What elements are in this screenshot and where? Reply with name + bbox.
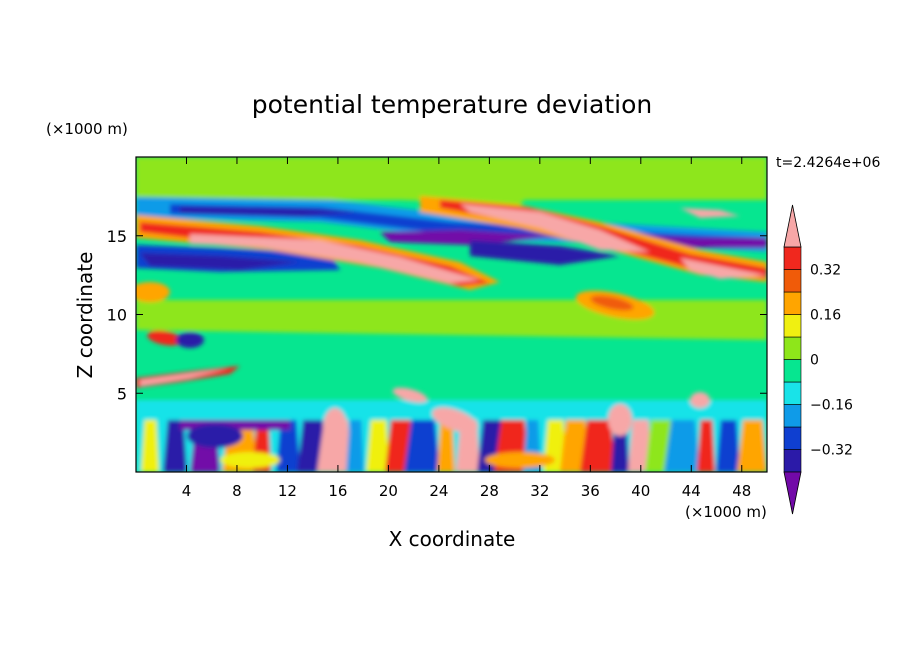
x-tick-label: 20 [379,482,398,500]
x-axis-label: X coordinate [389,527,516,551]
contour-low-orange [485,452,555,468]
colorbar-tick-label: 0.16 [810,308,841,324]
contour-column [580,420,616,472]
x-tick-label: 16 [328,482,347,500]
y-tick-label: 15 [107,227,127,246]
contour-column [404,420,440,472]
colorbar-segment [783,449,802,473]
colorbar-segment [783,314,802,338]
x-tick-label: 48 [732,482,751,500]
x-tick-label: 24 [429,482,448,500]
contour-warm-eddy-1 [323,408,347,448]
contour-column [276,420,300,472]
contour-upper-lime [400,160,560,205]
contour-column [456,420,480,472]
contour-warm-eddy-3 [392,387,428,403]
contour-warm-edge [136,282,170,302]
x-axis: 4 8 12 16 20 24 28 32 36 40 44 48 [182,157,751,500]
contour-column [366,420,390,472]
x-tick-label: 40 [631,482,650,500]
colorbar-segment [783,269,802,293]
colorbar-segment [783,291,802,315]
x-tick-label: 36 [581,482,600,500]
chart-title: potential temperature deviation [252,90,652,119]
colorbar-segment [783,426,802,450]
contour-column [628,420,652,472]
colorbar: 0.32 0.16 0 −0.16 −0.32 [783,204,853,515]
contour-cold-lower-core [140,253,300,270]
colorbar-tick-label: 0.32 [810,263,841,279]
contour-warm-core-1 [190,234,480,283]
contour-warm-core-4 [680,208,740,218]
y-axis-label: Z coordinate [73,252,97,379]
x-unit-label: (×1000 m) [685,503,767,521]
colorbar-tick-label: 0 [810,353,819,369]
colorbar-tick-label: −0.32 [810,443,853,459]
contour-column [346,420,364,472]
contour-column [437,420,455,472]
colorbar-segment [783,359,802,383]
contour-column [664,420,700,472]
colorbar-segment [783,381,802,405]
colorbar-tick-label: −0.16 [810,398,853,414]
colorbar-segment [783,336,802,360]
y-tick-label: 10 [107,306,127,325]
contour-warm-eddy-4 [608,404,632,436]
x-tick-label: 44 [682,482,701,500]
contour-warm-blob-1-core [590,295,634,311]
contour-warm-core-2 [460,204,650,252]
y-tick-label: 5 [117,384,127,403]
x-tick-label: 8 [232,482,242,500]
colorbar-min-extension [783,471,802,515]
contour-warm-core-3 [680,258,767,279]
contour-warm-blob-2 [147,330,183,346]
contour-warm-eddy-2 [432,407,478,433]
contour-column [163,420,187,472]
contour-cold-core-4 [470,240,620,265]
x-tick-label: 4 [182,482,192,500]
contour-column [697,420,715,472]
contour-cold-blob-1 [176,332,204,348]
contour-cold-core-2 [380,230,560,245]
x-tick-label: 28 [480,482,499,500]
y-unit-label: (×1000 m) [46,120,128,138]
contour-column [141,420,159,472]
contour-column [737,420,767,472]
x-tick-label: 12 [278,482,297,500]
y-axis: 5 10 15 [107,227,767,403]
contour-low-yellow [220,452,280,468]
contour-warm-eddy-5 [690,392,710,408]
colorbar-segment [783,246,802,270]
contour-cold-core-1 [180,207,360,216]
colorbar-segment [783,404,802,428]
plot-area [136,157,767,472]
time-label: t=2.4264e+06 [776,155,880,171]
contour-column [716,420,740,472]
contour-low-warm-streak-core [140,368,230,386]
x-tick-label: 32 [530,482,549,500]
contour-cold-eddy [187,424,243,448]
colorbar-max-extension [783,204,802,248]
